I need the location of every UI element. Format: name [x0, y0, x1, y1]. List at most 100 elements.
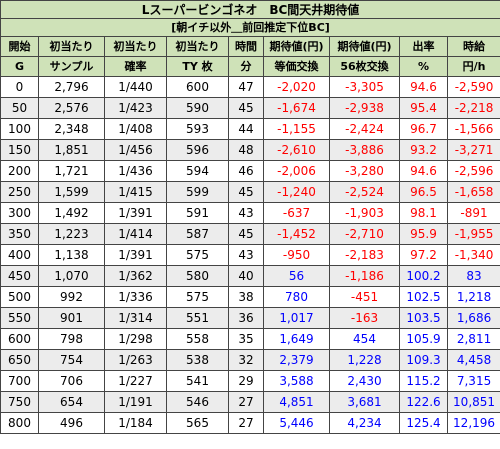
- cell-ty-medals: 596: [166, 139, 229, 161]
- cell-time-min: 27: [228, 412, 264, 434]
- cell-sample: 2,576: [38, 97, 105, 119]
- cell-ty-medals: 587: [166, 223, 229, 245]
- cell-sample: 754: [38, 349, 105, 371]
- cell-sample: 1,851: [38, 139, 105, 161]
- cell-ev-equal: -1,452: [263, 223, 330, 245]
- cell-ev-equal: 1,649: [263, 328, 330, 350]
- cell-ty-medals: 593: [166, 118, 229, 140]
- header-ty-medals-top: 初当たり: [166, 36, 229, 57]
- cell-hourly: -1,658: [446, 181, 500, 203]
- table-title: Lスーパービンゴネオ BC間天井期待値: [0, 0, 500, 19]
- cell-time-min: 45: [228, 97, 264, 119]
- cell-start-g: 700: [0, 370, 39, 392]
- cell-time-min: 40: [228, 265, 264, 287]
- cell-ev-56: 4,234: [329, 412, 400, 434]
- cell-ev-56: -3,305: [329, 76, 400, 98]
- cell-ev-equal: 2,379: [263, 349, 330, 371]
- table-row: 600 798 1/298 558 35 1,649 454 105.9 2,811: [0, 328, 500, 350]
- cell-sample: 496: [38, 412, 105, 434]
- cell-time-min: 44: [228, 118, 264, 140]
- cell-probability: 1/456: [104, 139, 167, 161]
- cell-ty-medals: 591: [166, 202, 229, 224]
- cell-ev-56: -2,424: [329, 118, 400, 140]
- cell-ev-equal: -1,155: [263, 118, 330, 140]
- cell-start-g: 750: [0, 391, 39, 413]
- cell-ty-medals: 565: [166, 412, 229, 434]
- cell-ev-equal: 780: [263, 286, 330, 308]
- table-row: 350 1,223 1/414 587 45 -1,452 -2,710 95.9 -1,955: [0, 223, 500, 245]
- cell-payout: 100.2: [399, 265, 448, 287]
- cell-ev-equal: 4,851: [263, 391, 330, 413]
- cell-time-min: 38: [228, 286, 264, 308]
- cell-payout: 103.5: [399, 307, 448, 329]
- cell-probability: 1/414: [104, 223, 167, 245]
- cell-ev-equal: -2,006: [263, 160, 330, 182]
- cell-payout: 122.6: [399, 391, 448, 413]
- cell-probability: 1/436: [104, 160, 167, 182]
- expected-value-table: Lスーパービンゴネオ BC間天井期待値 [朝イチ以外＿前回推定下位BC] 開始初…: [0, 0, 500, 434]
- cell-ty-medals: 580: [166, 265, 229, 287]
- cell-start-g: 350: [0, 223, 39, 245]
- cell-payout: 94.6: [399, 76, 448, 98]
- cell-sample: 1,223: [38, 223, 105, 245]
- cell-time-min: 43: [228, 202, 264, 224]
- cell-time-min: 43: [228, 244, 264, 266]
- cell-ty-medals: 600: [166, 76, 229, 98]
- table-subtitle: [朝イチ以外＿前回推定下位BC]: [0, 18, 500, 37]
- table-row: 300 1,492 1/391 591 43 -637 -1,903 98.1 -891: [0, 202, 500, 224]
- header-time-min-bottom: 分: [228, 56, 264, 77]
- cell-ty-medals: 590: [166, 97, 229, 119]
- cell-sample: 654: [38, 391, 105, 413]
- cell-start-g: 200: [0, 160, 39, 182]
- table-row: 400 1,138 1/391 575 43 -950 -2,183 97.2 -1,340: [0, 244, 500, 266]
- cell-ev-equal: -2,610: [263, 139, 330, 161]
- cell-sample: 2,796: [38, 76, 105, 98]
- cell-sample: 706: [38, 370, 105, 392]
- table-row: 550 901 1/314 551 36 1,017 -163 103.5 1,686: [0, 307, 500, 329]
- cell-probability: 1/415: [104, 181, 167, 203]
- table-row: 700 706 1/227 541 29 3,588 2,430 115.2 7,315: [0, 370, 500, 392]
- cell-sample: 798: [38, 328, 105, 350]
- header-ty-medals-bottom: TY 枚: [166, 56, 229, 77]
- cell-time-min: 27: [228, 391, 264, 413]
- table-row: 250 1,599 1/415 599 45 -1,240 -2,524 96.5 -1,658: [0, 181, 500, 203]
- header-payout-bottom: %: [399, 56, 448, 77]
- cell-ty-medals: 599: [166, 181, 229, 203]
- header-ev-equal-top: 期待値(円): [263, 36, 330, 57]
- cell-ev-56: 454: [329, 328, 400, 350]
- cell-probability: 1/314: [104, 307, 167, 329]
- cell-ty-medals: 594: [166, 160, 229, 182]
- cell-start-g: 800: [0, 412, 39, 434]
- cell-payout: 95.4: [399, 97, 448, 119]
- cell-start-g: 500: [0, 286, 39, 308]
- cell-start-g: 0: [0, 76, 39, 98]
- cell-ty-medals: 541: [166, 370, 229, 392]
- cell-ev-56: -3,280: [329, 160, 400, 182]
- cell-ty-medals: 575: [166, 244, 229, 266]
- cell-time-min: 35: [228, 328, 264, 350]
- table-row: 0 2,796 1/440 600 47 -2,020 -3,305 94.6 -2,590: [0, 76, 500, 98]
- table-row: 500 992 1/336 575 38 780 -451 102.5 1,218: [0, 286, 500, 308]
- cell-ev-56: 3,681: [329, 391, 400, 413]
- header-probability-bottom: 確率: [104, 56, 167, 77]
- cell-ev-56: -2,524: [329, 181, 400, 203]
- cell-ev-equal: -637: [263, 202, 330, 224]
- cell-hourly: -1,955: [446, 223, 500, 245]
- cell-ev-equal: -950: [263, 244, 330, 266]
- header-sample-bottom: サンプル: [38, 56, 105, 77]
- cell-hourly: 2,811: [446, 328, 500, 350]
- cell-hourly: 12,196: [446, 412, 500, 434]
- header-time-min-top: 時間: [228, 36, 264, 57]
- table-row: 650 754 1/263 538 32 2,379 1,228 109.3 4,458: [0, 349, 500, 371]
- header-probability-top: 初当たり: [104, 36, 167, 57]
- cell-time-min: 46: [228, 160, 264, 182]
- cell-hourly: 83: [446, 265, 500, 287]
- cell-time-min: 48: [228, 139, 264, 161]
- header-ev-equal-bottom: 等価交換: [263, 56, 330, 77]
- cell-payout: 96.7: [399, 118, 448, 140]
- cell-ev-equal: 3,588: [263, 370, 330, 392]
- cell-hourly: -3,271: [446, 139, 500, 161]
- cell-probability: 1/191: [104, 391, 167, 413]
- cell-start-g: 100: [0, 118, 39, 140]
- cell-time-min: 32: [228, 349, 264, 371]
